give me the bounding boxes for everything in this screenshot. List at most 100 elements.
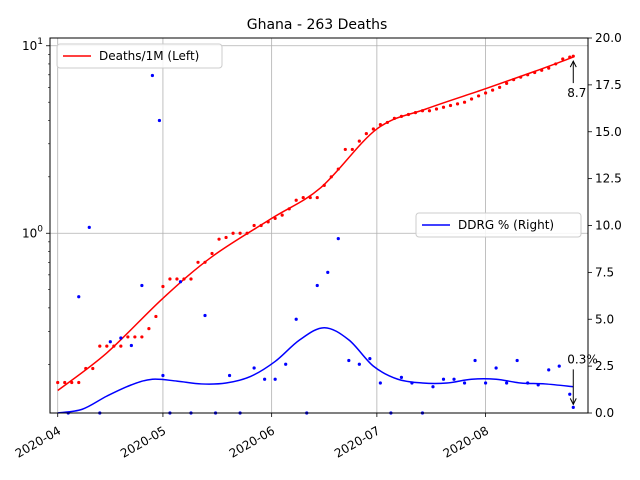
deaths-point — [455, 102, 460, 106]
ddrg-point — [336, 237, 340, 241]
deaths-point — [519, 75, 523, 79]
ddrg-point — [150, 73, 155, 78]
deaths-point — [245, 231, 249, 235]
right-tick-label: 7.5 — [595, 265, 614, 279]
annotations: 8.7 0.3% — [567, 59, 598, 406]
legend-label: Deaths/1M (Left) — [99, 49, 199, 63]
deaths-point — [413, 111, 418, 115]
ddrg-point — [157, 118, 162, 123]
deaths-point — [91, 366, 95, 371]
deaths-point — [175, 277, 179, 281]
right-tick-label: 2.5 — [595, 359, 614, 373]
deaths-point — [469, 97, 474, 101]
x-axis: 2020-04 2020-05 2020-06 2020-07 2020-08 — [13, 413, 491, 461]
right-tick-label: 10.0 — [595, 219, 622, 233]
legend-deaths: Deaths/1M (Left) — [56, 43, 223, 69]
deaths-point — [210, 251, 214, 256]
plot-frame — [49, 37, 589, 414]
deaths-point — [301, 195, 305, 200]
deaths-point — [399, 114, 404, 119]
deaths-point — [112, 344, 116, 348]
chart-title: Ghana - 263 Deaths — [247, 17, 388, 33]
deaths-point — [385, 120, 389, 125]
deaths-point — [554, 62, 558, 66]
deaths-line — [57, 56, 574, 392]
deaths-point — [98, 344, 102, 348]
deaths-point — [70, 380, 74, 385]
ddrg-point — [441, 377, 446, 381]
deaths-point — [392, 116, 397, 120]
deaths-point — [441, 105, 446, 109]
left-axis: 100 101 — [22, 37, 50, 365]
deaths-point — [259, 223, 263, 228]
deaths-point — [161, 284, 165, 289]
deaths-point — [498, 85, 502, 89]
deaths-point — [56, 380, 60, 385]
deaths-point — [252, 223, 256, 228]
ddrg-point — [140, 283, 144, 288]
deaths-point — [322, 183, 326, 187]
left-tick-label: 101 — [22, 37, 43, 53]
deaths-point — [287, 207, 291, 211]
left-tick-label: 100 — [22, 224, 43, 240]
legend-ddrg: DDRG % (Right) — [415, 212, 582, 238]
ddrg-point — [119, 336, 123, 340]
ddrg-point — [108, 340, 112, 344]
deaths-point — [336, 167, 340, 171]
deaths-point — [238, 231, 242, 235]
deaths-point — [343, 147, 347, 152]
ddrg-point — [568, 392, 572, 396]
deaths-point — [571, 54, 575, 58]
ddrg-point — [410, 381, 414, 385]
deaths-point — [491, 88, 495, 92]
ddrg-point — [252, 366, 256, 370]
deaths-point — [77, 380, 81, 385]
annotation-label: 0.3% — [567, 352, 598, 366]
deaths-point — [280, 213, 284, 217]
x-tick-label: 2020-06 — [227, 423, 277, 460]
deaths-point — [182, 277, 186, 281]
deaths-point — [547, 66, 551, 70]
deaths-point — [350, 147, 354, 152]
deaths-point — [294, 198, 298, 202]
deaths-point — [154, 314, 158, 319]
deaths-point — [315, 195, 319, 200]
ddrg-point — [557, 364, 561, 368]
right-tick-label: 5.0 — [595, 312, 614, 326]
deaths-point — [427, 109, 432, 113]
ddrg-point — [357, 362, 361, 366]
ddrg-point — [515, 358, 519, 363]
deaths-point — [168, 277, 172, 281]
ddrg-point — [77, 295, 81, 299]
right-tick-label: 15.0 — [595, 125, 622, 139]
ddrg-point — [494, 366, 498, 370]
deaths-point — [231, 231, 235, 235]
deaths-point — [189, 277, 193, 281]
annotation-arrowhead — [569, 59, 577, 68]
right-axis: 0.0 2.5 5.0 7.5 10.0 12.5 15.0 17.5 20.0 — [588, 31, 622, 420]
deaths-point — [512, 77, 516, 82]
deaths-point — [266, 220, 270, 224]
deaths-point — [147, 327, 151, 331]
right-tick-label: 12.5 — [595, 172, 622, 186]
deaths-point — [308, 195, 312, 200]
right-tick-label: 0.0 — [595, 406, 614, 420]
ddrg-point — [431, 385, 435, 389]
deaths-point — [420, 109, 425, 113]
deaths-point — [476, 94, 481, 98]
deaths-point — [448, 103, 453, 108]
ddrg-point — [347, 358, 351, 363]
x-tick-label: 2020-08 — [441, 423, 491, 460]
deaths-point — [203, 260, 207, 264]
x-tick-label: 2020-05 — [118, 423, 168, 460]
ddrg-point — [452, 377, 456, 381]
deaths-point — [533, 70, 537, 75]
legend-box — [56, 43, 223, 69]
right-tick-label: 20.0 — [595, 31, 622, 45]
deaths-point — [224, 235, 228, 240]
ddrg-point — [536, 383, 540, 387]
ddrg-line — [57, 326, 574, 414]
deaths-point — [84, 366, 88, 371]
ddrg-point — [203, 313, 207, 318]
